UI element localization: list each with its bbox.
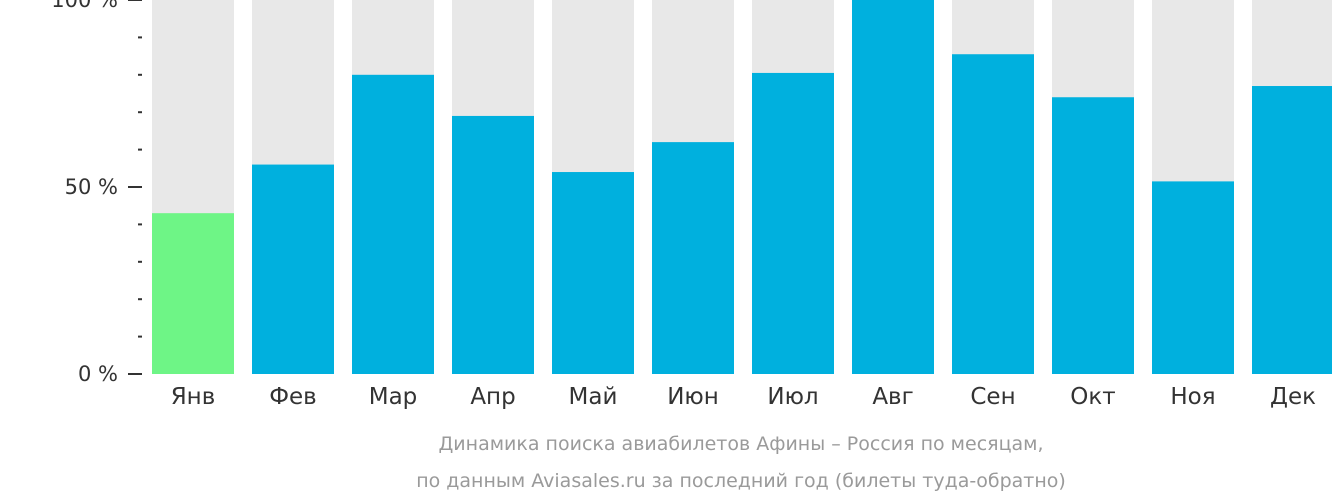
bar-10 [1052,97,1134,375]
caption-line-1: Динамика поиска авиабилетов Афины – Росс… [438,433,1043,455]
bar-1 [152,213,234,374]
bar-4 [452,115,534,374]
chart-caption: Динамика поиска авиабилетов Афины – Росс… [416,433,1066,492]
x-tick-label-4: Апр [470,384,515,410]
bar-7 [752,72,834,375]
bar-12 [1252,86,1332,375]
x-tick-label-11: Ноя [1170,384,1215,410]
x-tick-label-10: Окт [1070,384,1115,410]
bar-8 [852,0,934,374]
x-tick-label-6: Июн [667,384,719,410]
x-tick-label-1: Янв [171,384,216,410]
bar-9 [952,54,1034,374]
bar-5 [552,172,634,374]
bar-2 [252,164,334,374]
x-tick-label-7: Июл [767,384,818,410]
x-tick-label-9: Сен [970,384,1015,410]
y-axis: 0 % 50 % 100 % [51,0,142,386]
y-tick-label-3: 100 % [51,0,118,12]
x-tick-label-3: Мар [369,384,418,410]
x-axis: Янв Фев Мар Апр Май Июн Июл Авг Сен Окт Ноя Дек [171,384,1316,410]
x-tick-label-2: Фев [269,384,317,410]
x-tick-label-5: Май [569,384,618,410]
bar-3 [352,74,434,375]
bar-11 [1152,181,1234,374]
caption-line-2: по данным Aviasales.ru за последний год … [416,470,1066,492]
bar-6 [652,142,734,374]
y-tick-label-2: 50 % [65,175,118,199]
bars [152,0,1332,375]
x-tick-label-8: Авг [872,384,913,410]
x-tick-label-12: Дек [1270,384,1316,410]
y-tick-label-1: 0 % [78,362,118,386]
